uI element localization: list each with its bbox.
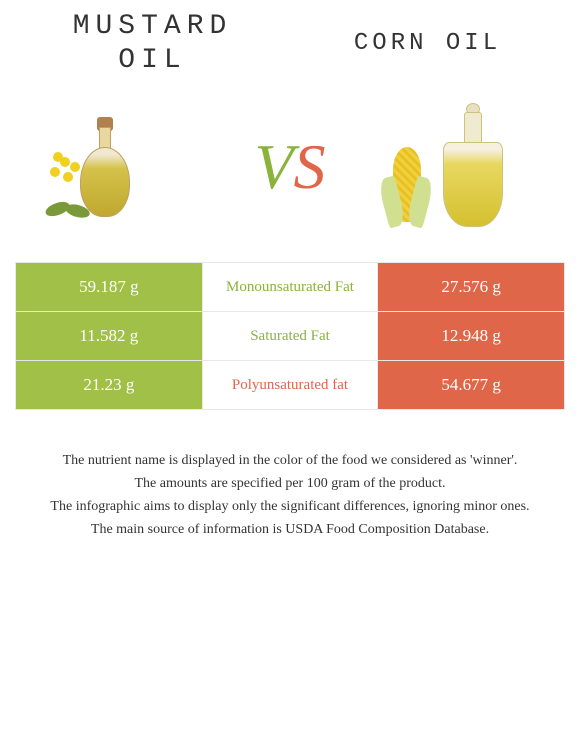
nutrient-name: Monounsaturated Fat — [202, 263, 378, 312]
left-value: 11.582 g — [16, 312, 203, 361]
left-value: 21.23 g — [16, 361, 203, 410]
title-left-line1: MUSTARD — [15, 10, 290, 44]
title-left: MUSTARD OIL — [15, 10, 290, 77]
footer-line3: The infographic aims to display only the… — [35, 496, 545, 517]
title-left-line2: OIL — [15, 44, 290, 78]
comparison-table: 59.187 gMonounsaturated Fat27.576 g11.58… — [15, 262, 565, 410]
corn-oil-image — [395, 87, 555, 247]
header: MUSTARD OIL CORN OIL — [15, 10, 565, 77]
footer-line1: The nutrient name is displayed in the co… — [35, 450, 545, 471]
footer-line2: The amounts are specified per 100 gram o… — [35, 473, 545, 494]
nutrient-name: Saturated Fat — [202, 312, 378, 361]
mustard-oil-image — [25, 87, 185, 247]
footer-text: The nutrient name is displayed in the co… — [15, 450, 565, 540]
vs-v: V — [254, 131, 293, 202]
vs-s: S — [294, 131, 326, 202]
footer-line4: The main source of information is USDA F… — [35, 519, 545, 540]
right-value: 27.576 g — [378, 263, 565, 312]
vs-label: VS — [254, 130, 325, 204]
table-row: 11.582 gSaturated Fat12.948 g — [16, 312, 565, 361]
right-value: 54.677 g — [378, 361, 565, 410]
right-value: 12.948 g — [378, 312, 565, 361]
nutrient-name: Polyunsaturated fat — [202, 361, 378, 410]
carafe-icon — [443, 107, 508, 227]
images-row: VS — [15, 87, 565, 247]
left-value: 59.187 g — [16, 263, 203, 312]
bottle-icon — [80, 117, 130, 217]
title-right: CORN OIL — [290, 30, 565, 57]
table-row: 59.187 gMonounsaturated Fat27.576 g — [16, 263, 565, 312]
table-row: 21.23 gPolyunsaturated fat54.677 g — [16, 361, 565, 410]
